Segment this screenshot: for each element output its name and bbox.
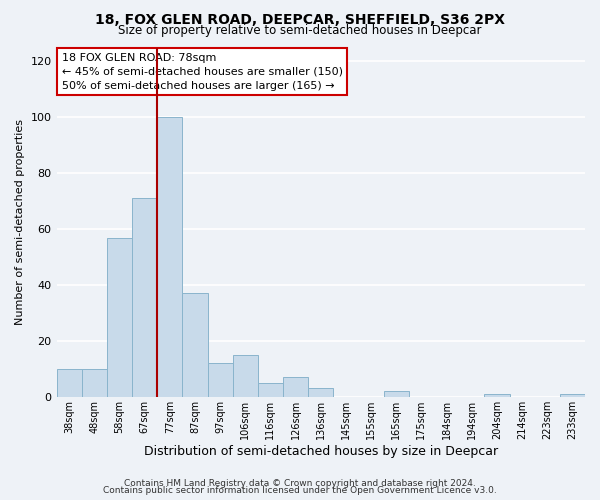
- Bar: [56, 369, 82, 397]
- Bar: [132, 198, 157, 397]
- Text: Contains public sector information licensed under the Open Government Licence v3: Contains public sector information licen…: [103, 486, 497, 495]
- Bar: [258, 383, 283, 397]
- Y-axis label: Number of semi-detached properties: Number of semi-detached properties: [15, 119, 25, 325]
- Bar: [182, 294, 208, 397]
- Text: 18, FOX GLEN ROAD, DEEPCAR, SHEFFIELD, S36 2PX: 18, FOX GLEN ROAD, DEEPCAR, SHEFFIELD, S…: [95, 12, 505, 26]
- Bar: [157, 118, 182, 397]
- Bar: [283, 377, 308, 397]
- Text: 18 FOX GLEN ROAD: 78sqm
← 45% of semi-detached houses are smaller (150)
50% of s: 18 FOX GLEN ROAD: 78sqm ← 45% of semi-de…: [62, 52, 343, 90]
- X-axis label: Distribution of semi-detached houses by size in Deepcar: Distribution of semi-detached houses by …: [144, 444, 498, 458]
- Bar: [484, 394, 509, 397]
- Text: Size of property relative to semi-detached houses in Deepcar: Size of property relative to semi-detach…: [118, 24, 482, 37]
- Text: Contains HM Land Registry data © Crown copyright and database right 2024.: Contains HM Land Registry data © Crown c…: [124, 478, 476, 488]
- Bar: [107, 238, 132, 397]
- Bar: [233, 355, 258, 397]
- Bar: [82, 369, 107, 397]
- Bar: [208, 364, 233, 397]
- Bar: [308, 388, 334, 397]
- Bar: [383, 391, 409, 397]
- Bar: [560, 394, 585, 397]
